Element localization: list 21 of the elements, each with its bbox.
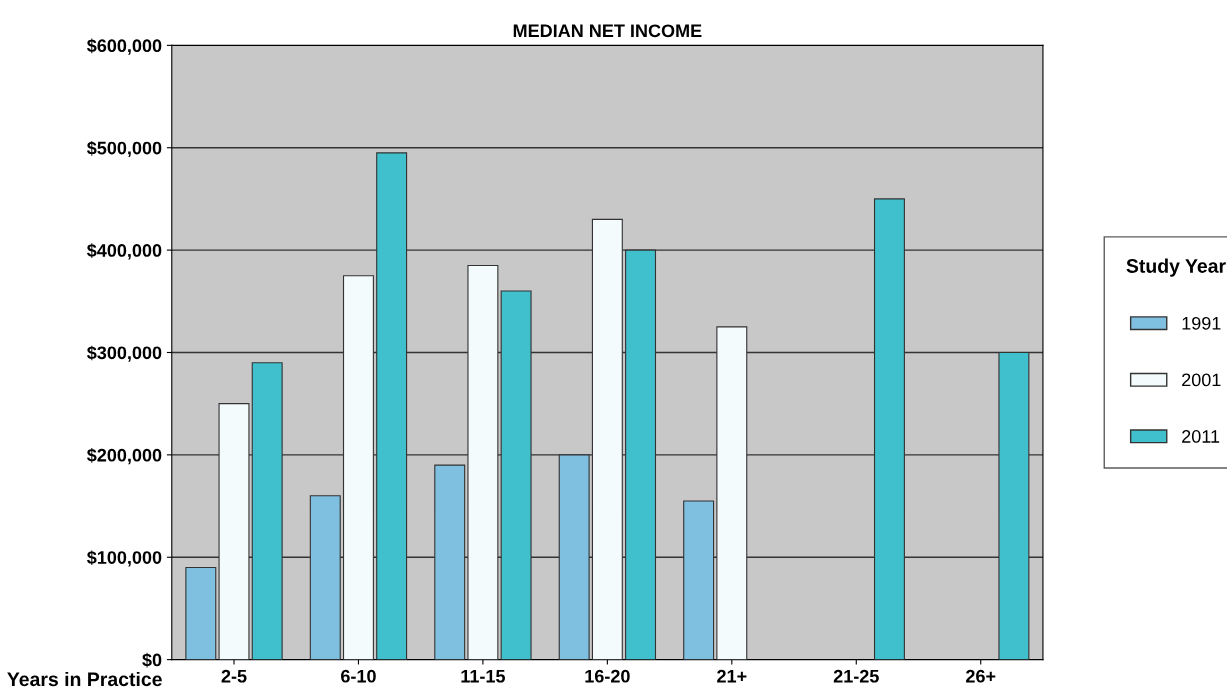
y-tick-label: $300,000 [86, 345, 162, 362]
y-tick-label: $0 [142, 652, 162, 668]
x-axis-title: Years in Practice [7, 671, 162, 687]
chart-title: MEDIAN NET INCOME [513, 24, 702, 38]
legend-label: 1991 [1182, 316, 1221, 330]
x-tick-label: 11-15 [461, 670, 505, 683]
bar [185, 566, 217, 660]
legend-label: 2011 [1182, 430, 1220, 443]
x-tick-label: 16-20 [585, 669, 630, 683]
legend-label: 2001 [1182, 373, 1221, 387]
y-tick-label: $400,000 [86, 243, 162, 260]
y-tick-label: $100,000 [86, 550, 162, 567]
x-tick-label: 26+ [966, 669, 996, 683]
y-tick-label: $600,000 [86, 38, 162, 55]
x-tick-label: 2-5 [221, 669, 247, 683]
y-tick-label: $200,000 [86, 448, 162, 465]
x-tick-label: 21-25 [833, 669, 879, 683]
legend-title: Study Year [1126, 258, 1226, 277]
x-tick-label: 21+ [717, 669, 747, 683]
x-tick-label: 6-10 [341, 669, 376, 683]
y-tick-label: $500,000 [86, 140, 162, 158]
